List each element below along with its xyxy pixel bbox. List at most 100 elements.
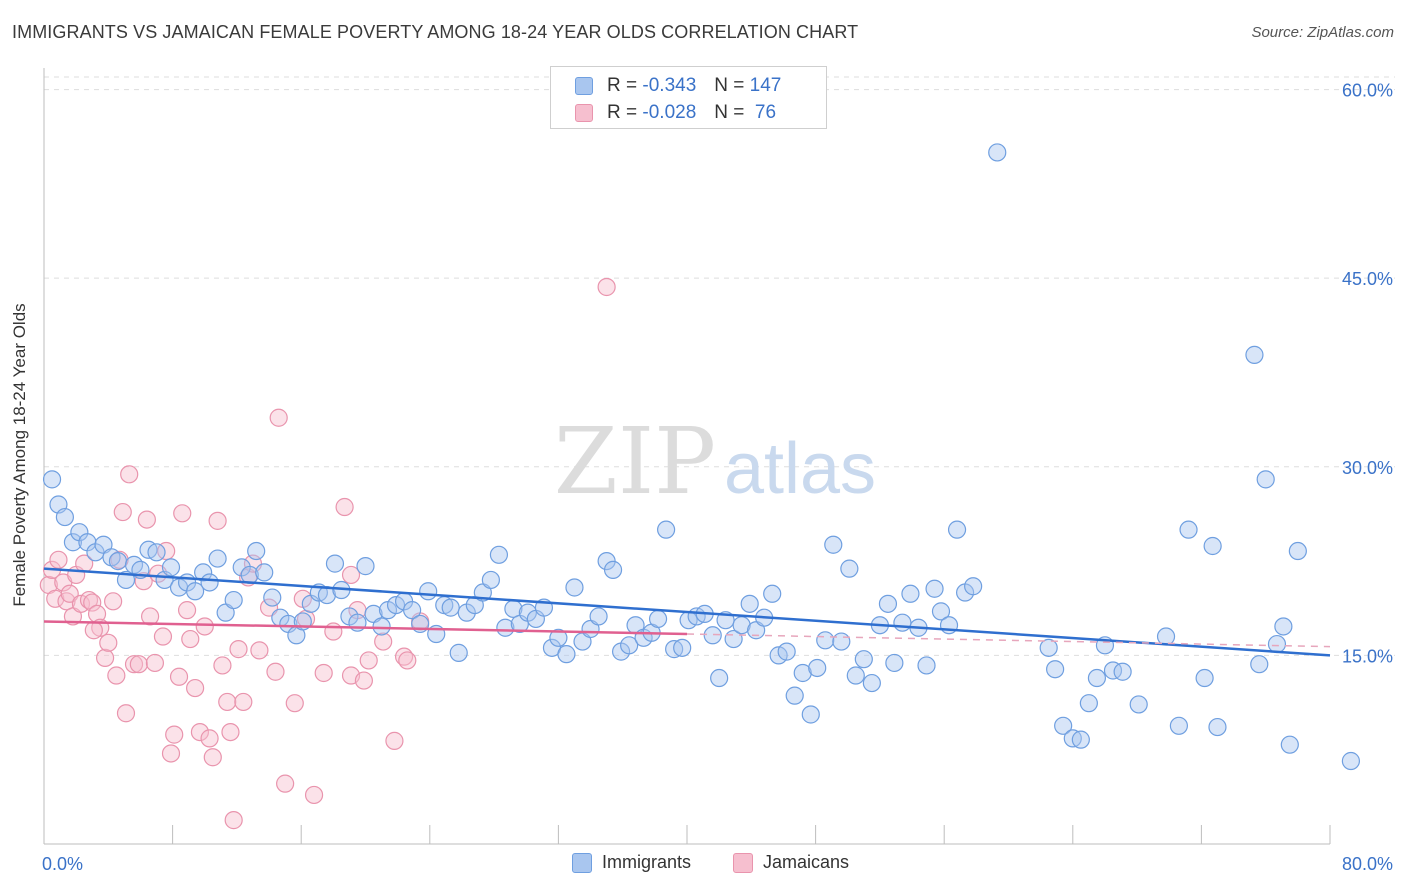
jamaicans-point	[224, 811, 243, 830]
jamaicans-point	[314, 663, 333, 683]
chart-source: Source: ZipAtlas.com	[1251, 24, 1394, 41]
immigrants-point	[657, 520, 676, 539]
immigrants-point	[925, 579, 944, 598]
jamaicans-point	[181, 629, 200, 649]
jamaicans-point	[190, 722, 210, 742]
jamaicans-point	[221, 722, 240, 742]
axes	[43, 68, 1331, 845]
jamaicans-point	[84, 621, 103, 640]
jamaicans-point	[200, 729, 219, 748]
immigrants-point	[1256, 470, 1275, 489]
immigrants-point	[878, 594, 898, 613]
immigrants-point	[816, 631, 835, 650]
immigrants-point	[325, 554, 345, 573]
jamaicans-point	[285, 694, 304, 713]
immigrants-point	[785, 686, 804, 705]
legend-label: Immigrants	[602, 852, 692, 872]
jamaicans-point	[161, 744, 181, 763]
jamaicans-point	[165, 725, 184, 744]
jamaicans-point	[229, 640, 248, 659]
immigrants-point	[441, 598, 460, 617]
jamaicans-point	[250, 641, 269, 660]
immigrants-point	[147, 543, 166, 562]
jamaicans-point	[213, 656, 232, 675]
immigrants-point	[777, 642, 796, 661]
immigrants-point	[1274, 617, 1293, 636]
y-tick-label: 15.0%	[1342, 646, 1393, 666]
immigrants-point	[1156, 627, 1176, 646]
immigrants-point	[565, 578, 584, 597]
immigrants-point	[1280, 735, 1299, 754]
jamaicans-point	[145, 653, 165, 673]
jamaicans-point	[173, 504, 192, 523]
immigrants-point	[63, 533, 83, 552]
immigrants-point	[832, 632, 851, 651]
trend-lines	[43, 567, 1331, 657]
immigrants-point	[740, 594, 759, 613]
jamaicans-point	[269, 408, 288, 427]
jamaicans-point	[116, 704, 136, 723]
jamaicans-point	[107, 666, 126, 685]
immigrants-point	[854, 650, 873, 669]
jamaicans-point	[46, 589, 65, 608]
immigrants-point	[372, 617, 391, 636]
jamaicans-point	[276, 774, 295, 793]
immigrants-point	[840, 559, 859, 578]
jamaicans-point	[120, 465, 139, 484]
immigrants-point	[710, 668, 729, 688]
immigrants-point	[1203, 536, 1222, 556]
jamaicans-point	[113, 502, 132, 522]
immigrants-point	[931, 602, 951, 621]
jamaicans-point	[374, 632, 393, 651]
jamaicans-point	[129, 655, 148, 674]
immigrants-point	[489, 545, 509, 564]
immigrants-point	[1129, 695, 1148, 714]
immigrants-point	[496, 618, 515, 637]
immigrants-point	[403, 601, 422, 620]
immigrants-point	[603, 560, 623, 579]
jamaicans-point	[354, 671, 373, 690]
immigrants-point	[1288, 541, 1307, 561]
jamaicans-point	[83, 593, 102, 612]
immigrants-point	[55, 507, 74, 527]
jamaicans-point	[177, 601, 197, 620]
legend-item-jamaicans[interactable]: Jamaicans	[733, 852, 849, 873]
jamaicans-point	[597, 277, 616, 297]
immigrants-point	[108, 551, 128, 571]
n-label: N =	[714, 102, 745, 123]
jamaicans-legend-swatch	[733, 852, 754, 873]
jamaicans-point	[186, 678, 205, 698]
stats-row-immigrants: R = -0.343 N = 147	[575, 74, 781, 98]
immigrants-point	[763, 584, 782, 603]
jamaicans-point	[335, 497, 354, 517]
jamaicans-swatch	[575, 104, 593, 122]
watermark-zip: ZIP	[554, 408, 716, 515]
r-label: R =	[607, 75, 638, 96]
jamaicans-point	[208, 511, 227, 530]
jamaicans-point	[137, 510, 156, 529]
immigrants-point	[1245, 345, 1264, 364]
immigrants-point	[901, 584, 920, 603]
immigrants-point	[1113, 662, 1132, 681]
immigrants-point	[673, 638, 692, 657]
immigrants-point	[620, 636, 639, 655]
immigrants-point	[1267, 634, 1287, 654]
immigrants-point	[917, 656, 936, 675]
immigrants-point	[589, 607, 608, 626]
jamaicans-point	[169, 667, 189, 686]
jamaicans-point	[304, 785, 324, 805]
immigrants-point	[186, 582, 205, 601]
immigrants-point	[1103, 661, 1123, 680]
legend-item-immigrants[interactable]: Immigrants	[572, 852, 691, 873]
immigrants-point	[42, 470, 62, 489]
jamaicans-point	[49, 550, 68, 569]
jamaicans-point	[79, 590, 99, 610]
immigrants-point	[1079, 694, 1098, 713]
immigrants-point	[808, 658, 827, 678]
immigrants-point	[801, 705, 820, 724]
legend-label: Jamaicans	[763, 852, 850, 872]
immigrants-point	[1250, 655, 1269, 674]
immigrants-point	[161, 558, 181, 577]
jamaicans-point	[195, 617, 214, 636]
immigrants-point	[481, 570, 500, 590]
